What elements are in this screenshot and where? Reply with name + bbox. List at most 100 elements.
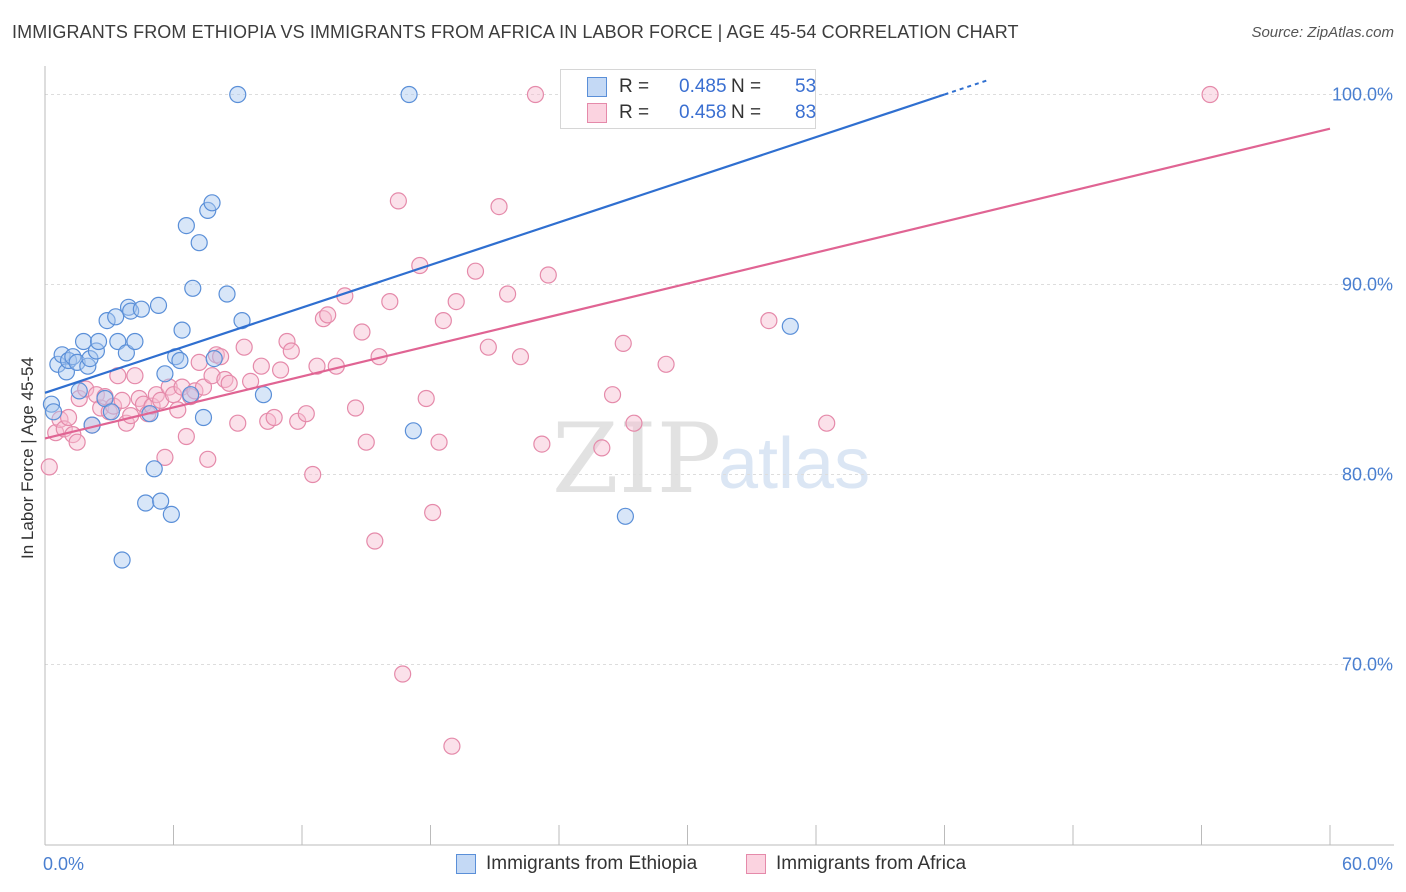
data-point	[346, 399, 365, 417]
data-point	[353, 323, 371, 341]
data-point	[199, 450, 217, 468]
data-point	[265, 408, 283, 427]
data-point	[357, 433, 375, 451]
data-point	[490, 198, 508, 216]
data-point	[137, 494, 155, 512]
data-point	[319, 306, 337, 324]
y-tick-label: 100.0%	[1332, 85, 1393, 105]
data-point	[220, 374, 238, 392]
data-point	[539, 266, 557, 284]
data-point	[194, 408, 213, 427]
data-point	[177, 427, 195, 446]
data-point	[443, 737, 461, 755]
y-tick-label: 80.0%	[1342, 465, 1393, 485]
data-point	[278, 332, 296, 351]
n-label: N =	[731, 76, 762, 97]
data-point	[190, 234, 208, 252]
data-point	[603, 386, 622, 404]
data-point	[593, 439, 611, 457]
data-point	[381, 293, 399, 311]
trend-lines	[44, 79, 1331, 440]
legend-africa-label: Immigrants from Africa	[776, 853, 967, 874]
data-point	[156, 365, 174, 383]
data-point	[229, 85, 247, 104]
data-point	[430, 433, 448, 451]
trend-line-ethiopia-extension	[944, 79, 988, 96]
data-point	[511, 348, 530, 366]
stats-legend-box: R = 0.485 N = 53 R = 0.458 N = 83	[560, 69, 816, 129]
data-point	[177, 217, 195, 235]
data-point	[218, 285, 236, 303]
legend-ethiopia-label: Immigrants from Ethiopia	[486, 853, 698, 874]
data-point	[1201, 85, 1219, 104]
chart-title: IMMIGRANTS FROM ETHIOPIA VS IMMIGRANTS F…	[12, 22, 1019, 42]
data-point	[44, 403, 63, 421]
stats-row-africa: R = 0.458 N = 83	[587, 100, 817, 126]
data-point	[173, 321, 191, 339]
data-point	[203, 194, 221, 212]
africa-swatch	[587, 103, 607, 123]
data-point	[254, 386, 273, 404]
r-label: R =	[619, 102, 650, 123]
data-point	[479, 338, 497, 356]
data-point	[190, 353, 208, 371]
data-point	[526, 85, 545, 104]
data-point	[126, 367, 144, 385]
y-tick-label: 90.0%	[1342, 275, 1393, 295]
data-point	[194, 378, 213, 396]
data-point	[389, 192, 407, 210]
data-point	[122, 302, 140, 320]
data-point	[74, 332, 93, 351]
watermark-zip: ZIP	[552, 403, 721, 515]
data-point	[70, 382, 88, 400]
data-point	[68, 353, 86, 371]
data-point	[89, 332, 108, 351]
data-point	[404, 422, 422, 440]
data-point	[616, 507, 634, 525]
n-value-ethiopia: 53	[795, 76, 817, 97]
data-point	[77, 380, 95, 398]
y-tick-labels: 70.0% 80.0% 90.0% 100.0%	[1332, 85, 1393, 675]
data-point	[271, 361, 290, 379]
data-point	[297, 405, 315, 423]
n-label: N =	[731, 102, 762, 123]
data-point	[614, 334, 632, 352]
data-point	[252, 357, 270, 375]
data-point	[203, 367, 221, 385]
data-point	[109, 332, 127, 351]
data-point	[132, 300, 150, 318]
data-point	[162, 505, 180, 524]
data-point	[366, 532, 384, 550]
watermark-atlas: atlas	[718, 424, 870, 504]
axes	[44, 66, 1394, 846]
data-point	[282, 342, 300, 360]
x-tick-labels: 0.0% 60.0%	[43, 854, 1393, 874]
x-tick-label: 60.0%	[1342, 854, 1393, 874]
data-point	[145, 460, 163, 478]
data-point	[102, 403, 120, 421]
data-point	[205, 350, 223, 368]
data-point	[212, 348, 230, 366]
data-point	[149, 296, 168, 314]
data-point	[394, 665, 412, 683]
trend-line-ethiopia	[44, 93, 945, 394]
trend-line-africa	[44, 127, 1331, 440]
data-point	[171, 351, 189, 370]
x-tick-label: 0.0%	[43, 854, 84, 874]
ethiopia-swatch	[587, 77, 607, 97]
data-point	[760, 312, 778, 330]
data-point	[40, 458, 58, 476]
data-point	[657, 355, 675, 373]
data-point	[466, 262, 485, 280]
data-point	[68, 433, 86, 451]
data-point	[434, 312, 452, 330]
r-value-africa: 0.458	[679, 102, 727, 123]
series-africa-points	[40, 85, 1219, 755]
legend-ethiopia-swatch	[456, 854, 476, 874]
data-point	[59, 408, 78, 427]
data-point	[235, 338, 253, 356]
data-point	[417, 389, 435, 408]
legend-africa-swatch	[746, 854, 766, 874]
data-point	[424, 503, 442, 522]
